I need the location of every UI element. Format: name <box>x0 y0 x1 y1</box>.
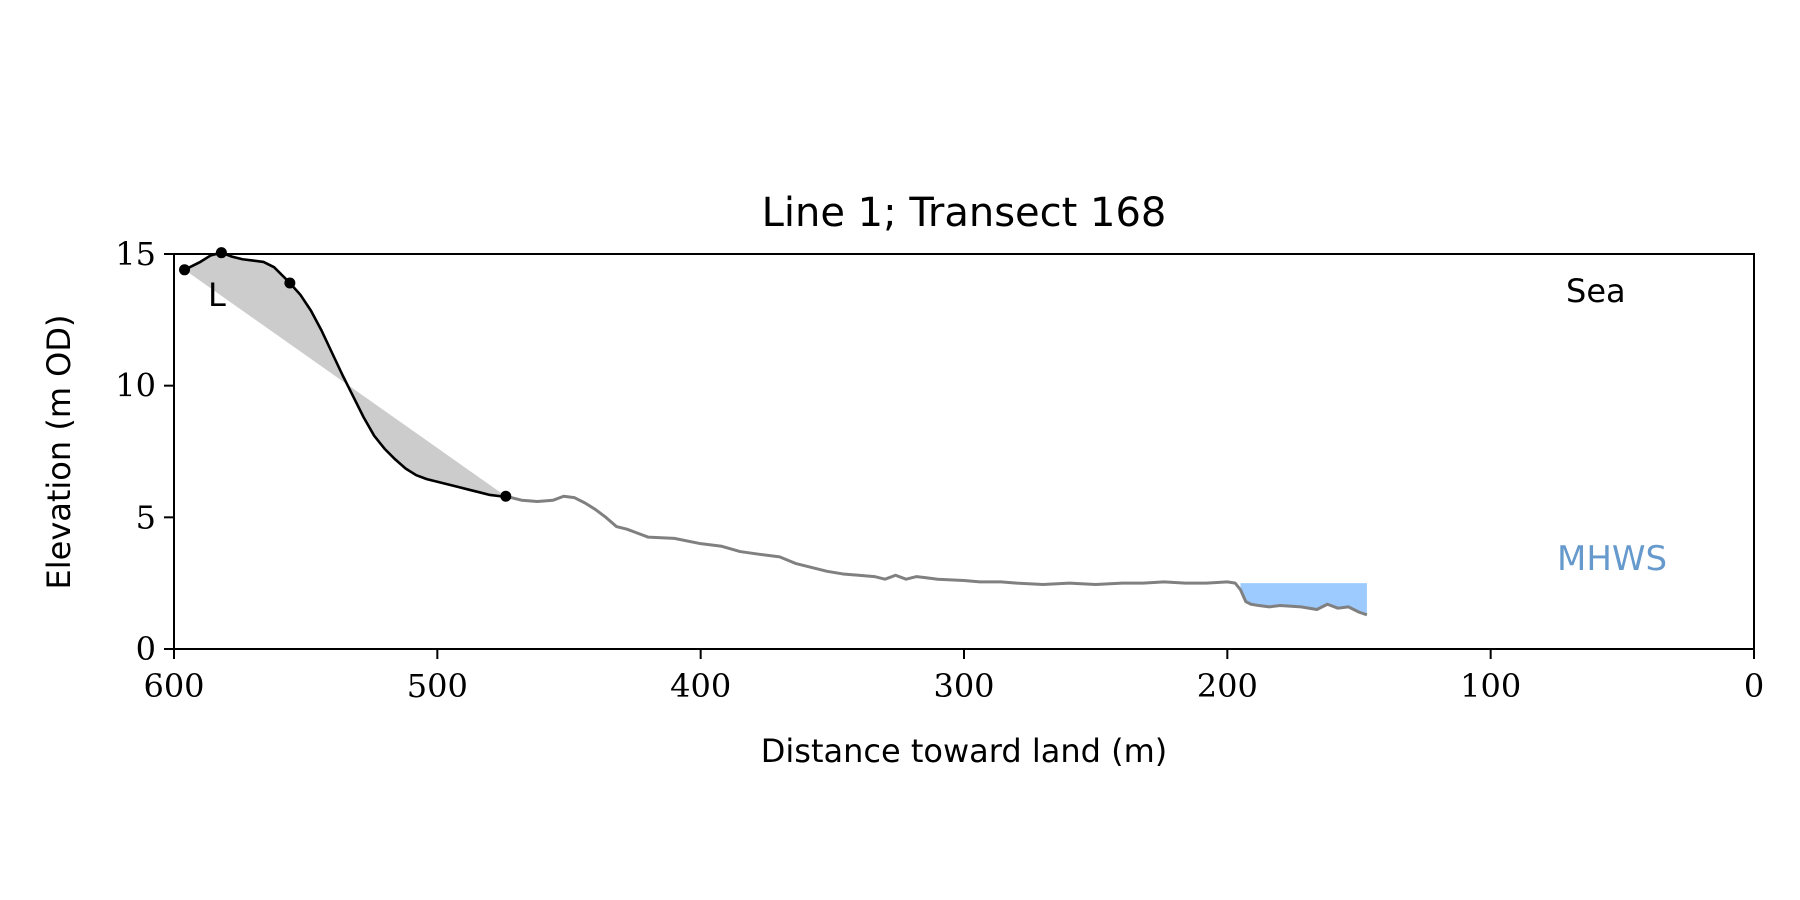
x-tick-label: 500 <box>407 667 468 705</box>
x-tick-label: 600 <box>143 667 204 705</box>
cliff-area-fill <box>184 252 506 497</box>
cliff-marker <box>284 277 296 289</box>
cliff-marker <box>215 247 227 259</box>
x-tick-label: 300 <box>933 667 994 705</box>
profile-line <box>505 494 1368 617</box>
x-tick-label: 200 <box>1197 667 1258 705</box>
cliff-line <box>183 251 506 498</box>
y-tick-label: 15 <box>115 235 156 273</box>
mhws-label: MHWS <box>1557 539 1667 579</box>
water-fill <box>1240 583 1367 615</box>
x-axis-label: Distance toward land (m) <box>761 732 1167 770</box>
sea-label: Sea <box>1566 272 1626 310</box>
y-tick-label: 5 <box>136 498 156 536</box>
x-tick-label: 0 <box>1744 667 1764 705</box>
chart-title: Line 1; Transect 168 <box>762 190 1167 236</box>
x-tick-label: 400 <box>670 667 731 705</box>
partial-legend-label: L <box>208 276 226 314</box>
y-axis-label: Elevation (m OD) <box>40 315 78 590</box>
cliff-marker <box>179 264 191 276</box>
y-tick-label: 0 <box>136 630 156 668</box>
cliff-marker <box>500 490 512 502</box>
x-tick-label: 100 <box>1460 667 1521 705</box>
y-tick-label: 10 <box>115 367 156 405</box>
